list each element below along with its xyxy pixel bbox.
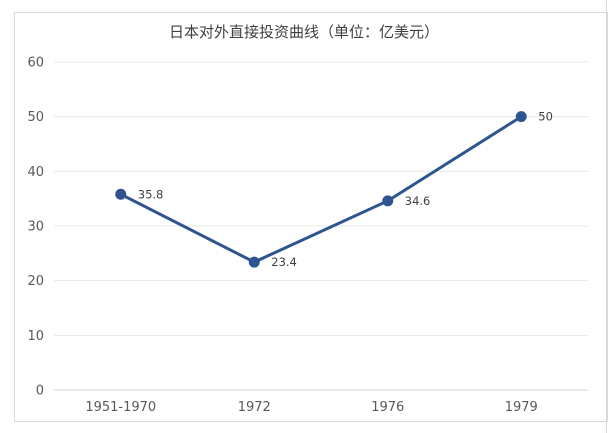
y-tick-label: 0 [36, 384, 44, 399]
x-tick-label: 1979 [505, 400, 538, 415]
series-line [120, 115, 523, 264]
data-point [115, 188, 127, 200]
chart-frame [14, 12, 608, 422]
y-tick-label: 20 [27, 274, 44, 289]
data-point [515, 111, 527, 123]
data-label: 50 [538, 110, 553, 124]
x-tick-label: 1976 [371, 400, 404, 415]
data-points [115, 111, 527, 268]
data-label: 34.6 [405, 194, 431, 208]
x-tick-label: 1972 [238, 400, 271, 415]
gridlines [54, 61, 588, 391]
x-tick-label: 1951-1970 [85, 400, 156, 415]
data-point [248, 256, 260, 268]
data-point [382, 195, 394, 207]
y-tick-label: 50 [27, 110, 44, 125]
data-labels: 35.8 23.4 34.6 50 [138, 110, 553, 269]
window-edge [606, 0, 614, 433]
data-label: 23.4 [271, 255, 297, 269]
y-tick-label: 30 [27, 220, 44, 235]
chart-title: 日本对外直接投资曲线（单位：亿美元） [169, 23, 439, 41]
y-tick-label: 60 [27, 56, 44, 71]
series-line-path [120, 115, 523, 264]
x-axis-ticks: 1951-1970 1972 1976 1979 [85, 400, 537, 415]
y-tick-label: 10 [27, 329, 44, 344]
data-label: 35.8 [138, 187, 164, 201]
y-tick-label: 40 [27, 165, 44, 180]
y-axis-ticks: 0 10 20 30 40 50 60 [27, 56, 44, 399]
